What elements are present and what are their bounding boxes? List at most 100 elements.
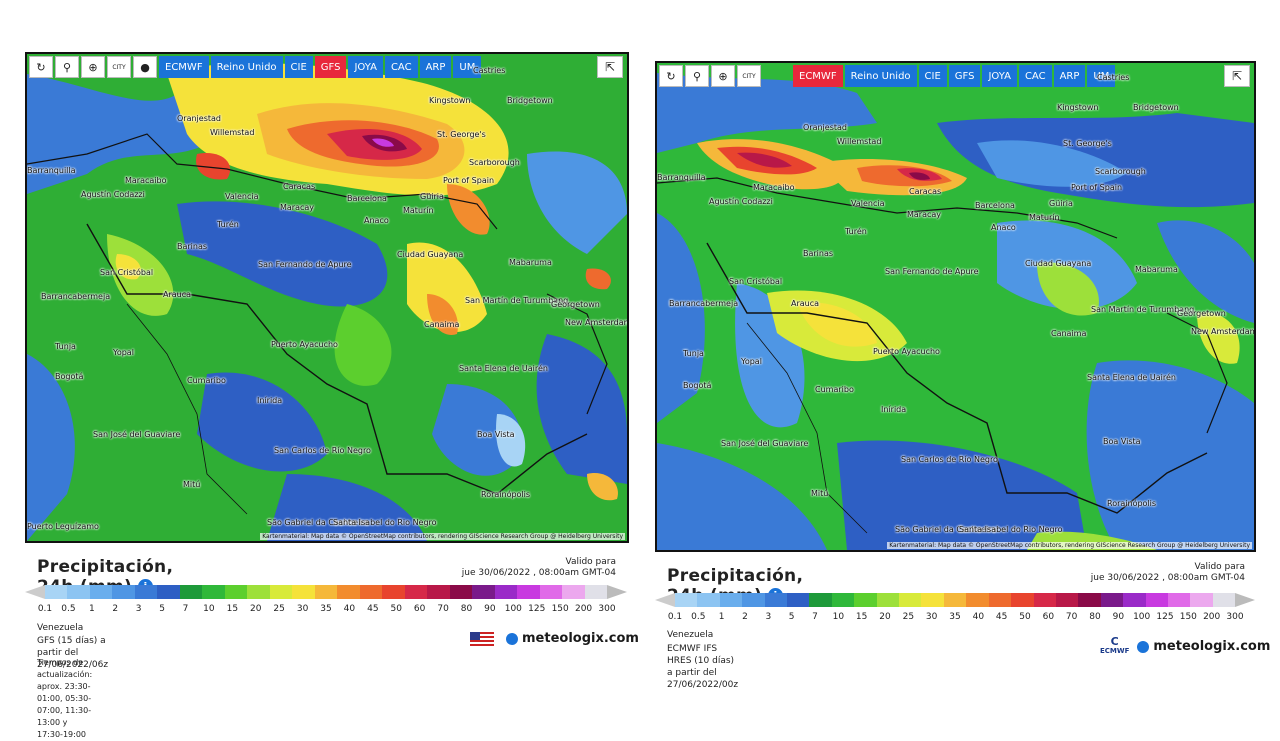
right-map[interactable]: ↻ ⚲ ⊕ CITY ECMWF Reino Unido CIE GFS JOY…	[655, 61, 1256, 552]
legend-swatch	[675, 593, 698, 607]
right-toolbar: ↻ ⚲ ⊕ CITY ECMWF Reino Unido CIE GFS JOY…	[657, 63, 1254, 89]
legend-tick-label: 7	[812, 612, 818, 622]
place-label: Barcelona	[975, 201, 1015, 210]
dot-icon[interactable]: ●	[133, 56, 157, 78]
model-tab-gfs[interactable]: GFS	[948, 65, 981, 87]
legend-tick-label: 7	[182, 604, 189, 614]
place-label: Caracas	[283, 182, 316, 191]
place-label: Mitú	[183, 480, 201, 489]
place-label: Bridgetown	[1133, 103, 1179, 112]
city-icon[interactable]: CITY	[107, 56, 131, 78]
model-tab-gfs[interactable]: GFS	[314, 56, 347, 78]
legend-swatch	[787, 593, 810, 607]
place-label: Agustín Codazzi	[81, 190, 145, 199]
legend-tick-label: 5	[788, 612, 795, 622]
place-label: Puerto Leguízamo	[27, 522, 99, 531]
refresh-icon[interactable]: ↻	[659, 65, 683, 87]
right-legend-ticks: 0.1 0.5 1 2 3 5 7 10 15 20 25 30 35 40 45 50 60 70 80 90 100…	[668, 612, 1244, 624]
place-label: New Amsterdam	[565, 318, 629, 327]
legend-tick-label: 30	[296, 604, 309, 614]
legend-tick-label: 90	[484, 604, 496, 614]
legend-tick-label: 0.1	[37, 604, 53, 614]
place-label: Georgetown	[1177, 309, 1226, 318]
place-label: Port of Spain	[1071, 183, 1123, 192]
share-icon[interactable]: ⇱	[1224, 65, 1250, 87]
legend-tick-label: 0.1	[667, 612, 683, 622]
place-label: Barrancabermeja	[669, 299, 739, 308]
legend-tick-label: 2	[742, 612, 748, 622]
left-toolbar: ↻ ⚲ ⊕ CITY ● ECMWF Reino Unido CIE GFS J…	[27, 54, 627, 80]
legend-swatch	[1100, 593, 1124, 607]
legend-tick-label: 30	[925, 612, 938, 622]
place-label: Rorainópolis	[481, 490, 531, 499]
place-label: Valencia	[225, 192, 259, 201]
place-label: Inírida	[881, 405, 907, 414]
place-label: Port of Spain	[443, 176, 495, 185]
legend-swatch	[742, 593, 765, 607]
globe-icon	[1137, 640, 1150, 653]
place-label: San Carlos de Río Negro	[274, 446, 371, 455]
model-tab-cac[interactable]: CAC	[384, 56, 418, 78]
place-label: San José del Guaviare	[93, 430, 181, 439]
city-icon[interactable]: CITY	[737, 65, 761, 87]
model-tab-cie[interactable]: CIE	[918, 65, 947, 87]
place-label: Santa Isabel do Rio Negro	[333, 518, 437, 527]
place-label: Barcelona	[347, 194, 387, 203]
model-tab-reino-unido[interactable]: Reino Unido	[844, 65, 917, 87]
legend-tick-label: 1	[88, 604, 95, 614]
model-tab-cac[interactable]: CAC	[1018, 65, 1052, 87]
legend-tick-label: 10	[203, 604, 215, 614]
place-label: Maracay	[280, 203, 315, 212]
model-tab-cie[interactable]: CIE	[284, 56, 313, 78]
legend-swatch	[112, 585, 135, 599]
model-tab-joya[interactable]: JOYA	[982, 65, 1017, 87]
left-legend	[45, 585, 608, 599]
legend-swatch	[224, 585, 248, 599]
legend-swatch	[876, 593, 900, 607]
place-label: Ciudad Guayana	[1025, 259, 1092, 268]
legend-swatch	[1011, 593, 1034, 607]
legend-swatch	[292, 585, 315, 599]
place-label: Oranjestad	[177, 114, 221, 123]
place-label: Scarborough	[1095, 167, 1146, 176]
model-tab-joya[interactable]: JOYA	[348, 56, 383, 78]
map-attribution: Kartenmaterial: Map data © OpenStreetMap…	[260, 533, 625, 540]
right-valid-time: Valido para jue 30/06/2022 , 08:00am GMT…	[1090, 562, 1245, 583]
place-label: Castries	[1097, 73, 1130, 82]
left-map[interactable]: ↻ ⚲ ⊕ CITY ● ECMWF Reino Unido CIE GFS J…	[25, 52, 629, 543]
legend-tick-label: 125	[528, 604, 546, 614]
legend-swatch	[449, 585, 473, 599]
model-tab-ecmwf[interactable]: ECMWF	[793, 65, 843, 87]
pin-icon[interactable]: ⚲	[55, 56, 79, 78]
legend-swatch	[719, 593, 743, 607]
place-label: Barinas	[177, 242, 208, 251]
legend-tick-label: 60	[413, 604, 426, 614]
legend-tick-label: 25	[273, 604, 285, 614]
place-label: Mabaruma	[509, 258, 552, 267]
model-tab-arp[interactable]: ARP	[419, 56, 452, 78]
legend-tick-label: 200	[574, 604, 593, 614]
share-icon[interactable]: ⇱	[597, 56, 623, 78]
model-tab-arp[interactable]: ARP	[1053, 65, 1086, 87]
place-label: Barranquilla	[657, 173, 706, 182]
place-label: Canaima	[1051, 329, 1087, 338]
zoom-icon[interactable]: ⊕	[81, 56, 105, 78]
model-tab-um[interactable]: UM	[1087, 65, 1116, 87]
place-label: Caracas	[909, 187, 942, 196]
model-tab-reino-unido[interactable]: Reino Unido	[210, 56, 283, 78]
refresh-icon[interactable]: ↻	[29, 56, 53, 78]
legend-tick-label: 100	[1133, 612, 1151, 622]
legend-swatch	[1212, 593, 1236, 607]
legend-tick-label: 70	[1065, 612, 1078, 622]
legend-swatch	[89, 585, 113, 599]
place-label: Cumaribo	[815, 385, 854, 394]
zoom-icon[interactable]: ⊕	[711, 65, 735, 87]
legend-tick-label: 90	[1112, 612, 1125, 622]
model-tab-ecmwf[interactable]: ECMWF	[159, 56, 209, 78]
place-label: Cumaribo	[187, 376, 226, 385]
legend-tick-label: 25	[902, 612, 915, 622]
place-label: Yopal	[113, 348, 134, 357]
pin-icon[interactable]: ⚲	[685, 65, 709, 87]
model-tab-um[interactable]: UM	[453, 56, 482, 78]
us-flag-icon	[470, 631, 494, 646]
